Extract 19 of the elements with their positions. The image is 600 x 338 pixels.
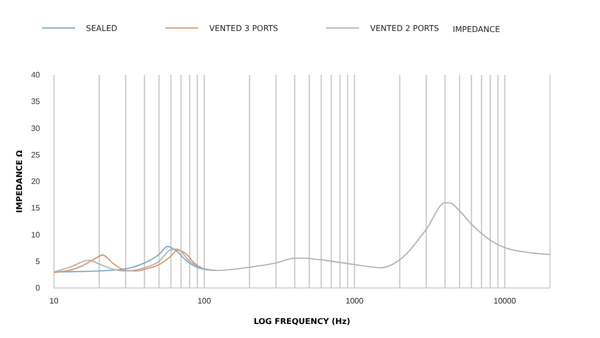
y-tick-label: 0 — [36, 284, 41, 293]
y-tick-label: 25 — [31, 150, 41, 160]
y-tick-label: 10 — [31, 230, 41, 240]
text: IMPEDANCE — [452, 25, 500, 34]
y-tick-label: 5 — [36, 256, 41, 266]
y-tick-label: 35 — [31, 97, 41, 106]
y-axis-title: IMPEDANCE Ω — [15, 150, 24, 213]
x-tick-label: 10000 — [494, 296, 516, 306]
x-tick-label: 10 — [50, 296, 59, 306]
x-axis-title: LOG FREQUENCY (Hz) — [254, 317, 350, 326]
x-tick-label: 100 — [198, 296, 212, 306]
legend-label: SEALED — [86, 24, 118, 33]
y-tick-label: 30 — [31, 124, 41, 133]
x-tick-label: 1000 — [346, 296, 364, 306]
y-tick-label: 40 — [31, 70, 41, 80]
legend-label: VENTED 2 PORTS — [370, 24, 439, 33]
legend-label: VENTED 3 PORTS — [209, 24, 278, 33]
y-tick-label: 20 — [31, 177, 41, 186]
y-tick-label: 15 — [31, 204, 41, 213]
